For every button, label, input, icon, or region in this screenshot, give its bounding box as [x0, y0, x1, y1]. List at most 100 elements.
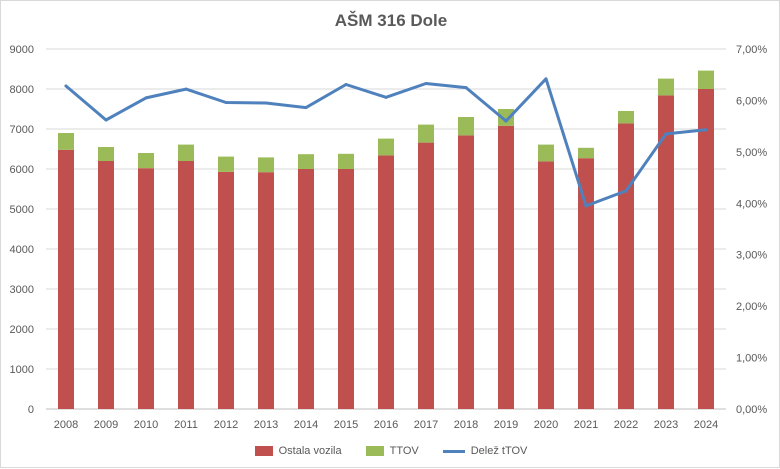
- x-tick-label: 2021: [574, 419, 598, 431]
- right-tick-label: 0,00%: [736, 404, 767, 416]
- left-tick-label: 6000: [10, 164, 34, 176]
- line-point: [464, 86, 468, 90]
- bar-ostala-vozila: [218, 171, 234, 409]
- line-point: [144, 96, 148, 100]
- bar-ostala-vozila: [98, 161, 114, 409]
- x-tick-label: 2023: [654, 419, 678, 431]
- legend-swatch-ostala: [254, 446, 273, 456]
- line-point: [704, 128, 708, 132]
- line-point: [504, 119, 508, 123]
- left-tick-label: 5000: [10, 204, 34, 216]
- left-tick-label: 4000: [10, 244, 34, 256]
- bar-ostala-vozila: [418, 142, 434, 409]
- bar-ostala-vozila: [138, 168, 154, 409]
- left-tick-label: 0: [28, 404, 34, 416]
- line-point: [384, 95, 388, 99]
- bar-ttov: [578, 147, 594, 159]
- bar-ostala-vozila: [298, 169, 314, 409]
- bar-ostala-vozila: [578, 158, 594, 409]
- bar-ostala-vozila: [258, 172, 274, 409]
- x-tick-label: 2012: [214, 419, 238, 431]
- bar-ostala-vozila: [698, 89, 714, 409]
- bar-ttov: [298, 154, 314, 169]
- bar-ostala-vozila: [538, 161, 554, 409]
- bar-ttov: [58, 133, 74, 150]
- bar-ostala-vozila: [378, 155, 394, 409]
- x-tick-label: 2015: [334, 419, 358, 431]
- bar-ttov: [458, 117, 474, 136]
- left-tick-label: 2000: [10, 324, 34, 336]
- bar-ttov: [498, 109, 514, 126]
- bar-ttov: [98, 147, 114, 161]
- bar-ttov: [258, 157, 274, 173]
- bar-ttov: [538, 144, 554, 162]
- bar-ostala-vozila: [458, 135, 474, 409]
- right-tick-label: 7,00%: [736, 44, 767, 56]
- bar-ttov: [338, 153, 354, 169]
- left-tick-label: 1000: [10, 364, 34, 376]
- bar-ttov: [138, 153, 154, 169]
- x-tick-label: 2010: [134, 419, 158, 431]
- x-tick-label: 2019: [494, 419, 518, 431]
- bar-ostala-vozila: [498, 125, 514, 410]
- x-tick-label: 2018: [454, 419, 478, 431]
- x-tick-label: 2024: [694, 419, 718, 431]
- right-axis-ticks: 0,00% 1,00% 2,00% 3,00% 4,00% 5,00% 6,00% 7,00%: [736, 44, 767, 416]
- bar-ttov: [698, 70, 714, 89]
- line-point: [664, 132, 668, 136]
- legend-item-ttov: TTOV: [365, 445, 419, 457]
- legend-label-ostala: Ostala vozila: [278, 445, 342, 457]
- x-tick-label: 2011: [174, 419, 198, 431]
- bar-ttov: [418, 124, 434, 143]
- line-point: [584, 204, 588, 208]
- legend-label-delez: Delež tTOV: [470, 445, 528, 457]
- x-tick-label: 2020: [534, 419, 558, 431]
- bar-ostala-vozila: [658, 95, 674, 410]
- x-axis-ticks: 2008 2009 2010 2011 2012 2013 2014 2015 2016 2017…: [54, 419, 718, 431]
- right-tick-label: 5,00%: [736, 147, 767, 159]
- x-tick-label: 2008: [54, 419, 78, 431]
- legend-swatch-ttov: [365, 446, 384, 456]
- legend-item-delez: Delež tTOV: [442, 445, 528, 457]
- line-point: [264, 101, 268, 105]
- legend-label-ttov: TTOV: [389, 445, 419, 457]
- bar-ostala-vozila: [58, 149, 74, 410]
- bar-ostala-vozila: [618, 123, 634, 410]
- right-tick-label: 3,00%: [736, 250, 767, 262]
- legend-swatch-delez: [442, 449, 465, 453]
- line-point: [424, 81, 428, 85]
- line-series: [64, 77, 708, 208]
- right-tick-label: 6,00%: [736, 95, 767, 107]
- line-point: [624, 189, 628, 193]
- left-tick-label: 7000: [10, 124, 34, 136]
- right-tick-label: 1,00%: [736, 353, 767, 365]
- line-point: [224, 100, 228, 104]
- bars: [58, 70, 714, 410]
- line-point: [184, 87, 188, 91]
- bar-ttov: [378, 138, 394, 156]
- line-point: [544, 77, 548, 81]
- chart-title: AŠM 316 Dole: [334, 11, 448, 30]
- x-tick-label: 2016: [374, 419, 398, 431]
- line-point: [64, 84, 68, 88]
- x-tick-label: 2013: [254, 419, 278, 431]
- x-tick-label: 2022: [614, 419, 638, 431]
- bar-ttov: [178, 144, 194, 161]
- right-tick-label: 2,00%: [736, 301, 767, 313]
- bar-ttov: [618, 111, 634, 124]
- right-tick-label: 4,00%: [736, 198, 767, 210]
- x-tick-label: 2014: [294, 419, 318, 431]
- left-tick-label: 9000: [10, 44, 34, 56]
- x-tick-label: 2009: [94, 419, 118, 431]
- bar-ostala-vozila: [338, 169, 354, 409]
- legend-item-ostala: Ostala vozila: [254, 445, 342, 457]
- x-tick-label: 2017: [414, 419, 438, 431]
- left-axis-ticks: 0 1000 2000 3000 4000 5000 6000 7000 8000 9000: [10, 44, 34, 416]
- line-point: [344, 82, 348, 86]
- left-tick-label: 8000: [10, 84, 34, 96]
- line-point: [304, 106, 308, 110]
- bar-ttov: [218, 156, 234, 172]
- line-point: [104, 118, 108, 122]
